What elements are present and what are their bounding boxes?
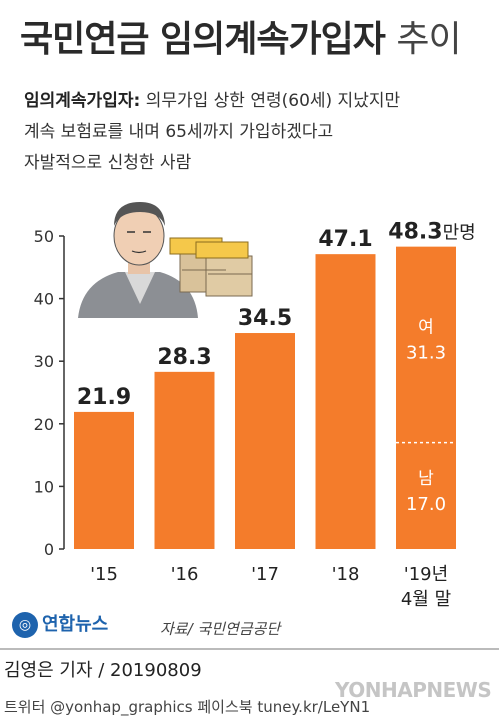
definition-term: 임의계속가입자:: [24, 91, 141, 111]
value-label: 21.9: [77, 385, 131, 410]
value-unit: 만명: [443, 223, 476, 244]
value-label: 47.1: [318, 227, 372, 252]
value-label: 34.5: [238, 306, 292, 331]
logo: ◎ 연합뉴스: [12, 610, 108, 638]
source-text: 자료/ 국민연금공단: [160, 620, 281, 638]
person-illustration: [78, 202, 198, 318]
yonhap-logo-icon: ◎: [12, 612, 38, 638]
y-tick-label: 10: [34, 477, 54, 496]
x-tick-label: '18: [332, 564, 360, 585]
bar: [154, 371, 215, 549]
breakdown-value: 31.3: [406, 343, 446, 364]
money-stack-illustration: [169, 237, 253, 297]
definition-line-1: 의무가입 상한 연령(60세) 지났지만: [145, 91, 401, 111]
x-tick-label: '16: [171, 564, 199, 585]
logo-text: 연합뉴스: [42, 614, 109, 635]
y-tick-label: 30: [34, 352, 54, 371]
title-main: 국민연금 임의계속가입자: [20, 19, 386, 60]
x-axis-labels: '15 '16 '17 '18 '19년 4월 말: [90, 564, 451, 610]
x-tick-label: 4월 말: [401, 589, 451, 610]
bar: [74, 411, 134, 549]
definition-text: 임의계속가입자: 의무가입 상한 연령(60세) 지났지만 계속 보험료를 내며…: [24, 86, 494, 179]
divider: [0, 648, 499, 650]
social-links: 트위터 @yonhap_graphics 페이스북 tuney.kr/LeYN1: [4, 698, 371, 716]
y-tick-label: 0: [44, 540, 54, 559]
breakdown-name: 남: [418, 469, 434, 489]
y-tick-label: 20: [34, 415, 54, 434]
y-axis: 0 10 20 30 40 50: [34, 227, 65, 559]
title-light: 추이: [396, 19, 461, 60]
bar: [235, 333, 295, 549]
definition-line-3: 자발적으로 신청한 사람: [24, 153, 192, 173]
definition-line-2: 계속 보험료를 내며 65세까지 가입하겠다고: [24, 122, 334, 142]
page-title: 국민연금 임의계속가입자 추이: [20, 10, 462, 62]
y-tick-label: 40: [34, 290, 54, 309]
byline: 김영은 기자 / 20190809: [4, 660, 202, 681]
y-tick-label: 50: [34, 227, 54, 246]
value-label: 28.3: [157, 345, 211, 370]
watermark: YONHAPNEWS: [335, 678, 492, 702]
bar: [396, 246, 456, 549]
x-tick-label: '19년: [404, 564, 448, 585]
value-label: 48.3만명: [388, 220, 475, 245]
x-tick-label: '17: [251, 564, 279, 585]
bars: [74, 246, 456, 550]
breakdown-name: 여: [418, 318, 434, 338]
breakdown-value: 17.0: [406, 494, 446, 515]
bar: [315, 254, 376, 550]
x-tick-label: '15: [90, 564, 118, 585]
